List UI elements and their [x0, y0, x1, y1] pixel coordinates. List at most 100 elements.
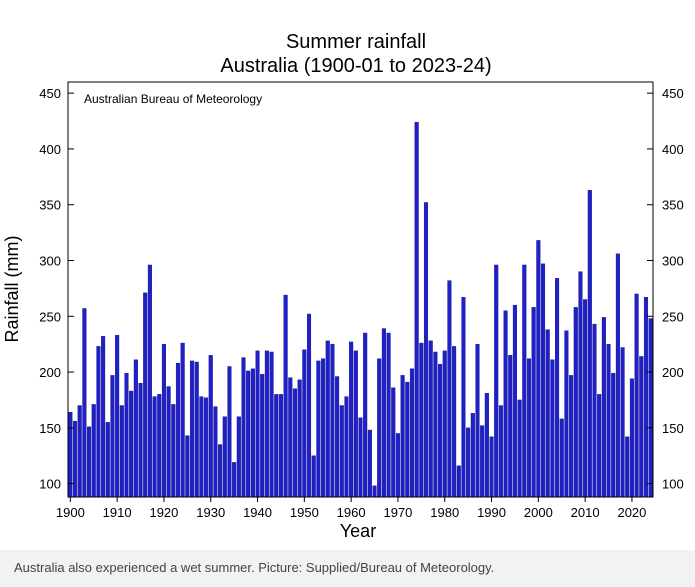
- bar-1982: [452, 346, 457, 498]
- bar-1963: [363, 332, 368, 498]
- bar-1981: [447, 280, 452, 498]
- x-tick-label-1970: 1970: [383, 505, 412, 520]
- bar-1921: [166, 386, 171, 498]
- y-tick-label-right-350: 350: [662, 198, 684, 213]
- source-label: Australian Bureau of Meteorology: [84, 92, 262, 106]
- bar-1918: [152, 396, 157, 498]
- bar-2017: [615, 253, 620, 498]
- x-tick-label-2000: 2000: [524, 505, 553, 520]
- plot-frame: [67, 81, 654, 498]
- bar-1977: [428, 340, 433, 498]
- y-tick-label-right-250: 250: [662, 309, 684, 324]
- bar-2021: [634, 293, 639, 498]
- y-axis-left: 100 150 200 250 300 350 400 450: [39, 86, 74, 492]
- bar-1985: [466, 427, 471, 498]
- bar-2023: [643, 297, 649, 498]
- rainfall-bar-chart: Summer rainfall Australia (1900-01 to 20…: [2, 31, 684, 541]
- bar-1998: [526, 358, 532, 498]
- bar-2001: [540, 263, 546, 498]
- bar-1950: [302, 349, 307, 498]
- x-tick-label-2020: 2020: [617, 505, 646, 520]
- bar-1996: [517, 399, 522, 498]
- bar-1903: [82, 308, 87, 498]
- bar-1945: [278, 394, 283, 498]
- bar-2022: [639, 356, 644, 498]
- bar-1940: [255, 350, 260, 498]
- bar-2016: [611, 372, 616, 498]
- bar-2010: [583, 299, 588, 498]
- bar-2003: [550, 359, 555, 498]
- y-tick-label-right-400: 400: [662, 142, 684, 157]
- bar-1927: [194, 361, 199, 498]
- bar-1924: [180, 342, 185, 498]
- image-caption: Australia also experienced a wet summer.…: [0, 550, 695, 587]
- bar-2007: [569, 375, 574, 498]
- bar-1916: [143, 292, 148, 498]
- bar-1955: [325, 340, 330, 498]
- y-tick-label-right-450: 450: [662, 86, 684, 101]
- bar-2020: [629, 378, 634, 498]
- bar-1936: [236, 416, 241, 498]
- bar-1938: [246, 370, 251, 498]
- bar-1917: [147, 264, 152, 498]
- x-tick-label-1910: 1910: [103, 505, 132, 520]
- x-axis-title: Year: [340, 521, 376, 541]
- bar-1967: [381, 328, 386, 498]
- x-tick-label-1900: 1900: [56, 505, 85, 520]
- bar-1973: [409, 368, 415, 498]
- y-tick-label-left-350: 350: [39, 198, 61, 213]
- bar-1911: [119, 405, 124, 498]
- bar-1906: [96, 346, 101, 498]
- bar-2006: [564, 330, 569, 498]
- bar-2015: [606, 343, 611, 498]
- bar-1958: [339, 405, 344, 498]
- bar-1956: [330, 343, 335, 498]
- bar-1987: [475, 343, 480, 498]
- y-tick-label-right-200: 200: [662, 365, 684, 380]
- bar-1944: [274, 394, 279, 498]
- y-tick-label-right-150: 150: [662, 421, 684, 436]
- bar-1907: [101, 336, 106, 498]
- bar-1951: [306, 313, 312, 498]
- bar-1962: [358, 417, 363, 498]
- bar-2008: [573, 307, 578, 498]
- bar-1990: [489, 436, 494, 498]
- bar-1959: [344, 396, 349, 498]
- bar-1999: [531, 307, 536, 498]
- bar-1930: [208, 355, 213, 498]
- bar-1910: [115, 335, 120, 498]
- bar-1949: [297, 379, 302, 498]
- bar-1961: [353, 350, 358, 498]
- bar-2009: [578, 271, 583, 498]
- bar-1931: [213, 406, 218, 498]
- bar-1926: [189, 360, 195, 498]
- x-tick-label-1960: 1960: [337, 505, 366, 520]
- bar-1939: [250, 368, 255, 498]
- bar-1978: [433, 351, 438, 498]
- bar-1975: [419, 342, 424, 498]
- bar-1937: [241, 357, 246, 498]
- bar-2012: [592, 323, 597, 498]
- y-tick-label-right-100: 100: [662, 477, 684, 492]
- x-tick-label-1930: 1930: [196, 505, 225, 520]
- bar-1960: [349, 341, 354, 498]
- bar-1972: [405, 381, 410, 498]
- bar-1946: [283, 294, 288, 498]
- y-tick-label-left-300: 300: [39, 253, 61, 268]
- bar-1983: [456, 465, 461, 498]
- bar-1928: [199, 396, 204, 498]
- bar-1948: [292, 388, 298, 498]
- bar-1902: [77, 405, 82, 498]
- bar-1952: [311, 455, 316, 498]
- bar-1925: [185, 435, 190, 498]
- bar-1966: [377, 358, 382, 498]
- y-tick-label-left-400: 400: [39, 142, 61, 157]
- y-tick-label-left-100: 100: [39, 477, 61, 492]
- bar-1912: [124, 372, 129, 498]
- y-axis-title: Rainfall (mm): [2, 235, 22, 342]
- chart-title: Summer rainfall: [286, 31, 426, 53]
- bar-1933: [222, 416, 227, 498]
- bar-1988: [480, 425, 485, 498]
- bar-1941: [260, 374, 265, 498]
- bar-1919: [157, 394, 162, 498]
